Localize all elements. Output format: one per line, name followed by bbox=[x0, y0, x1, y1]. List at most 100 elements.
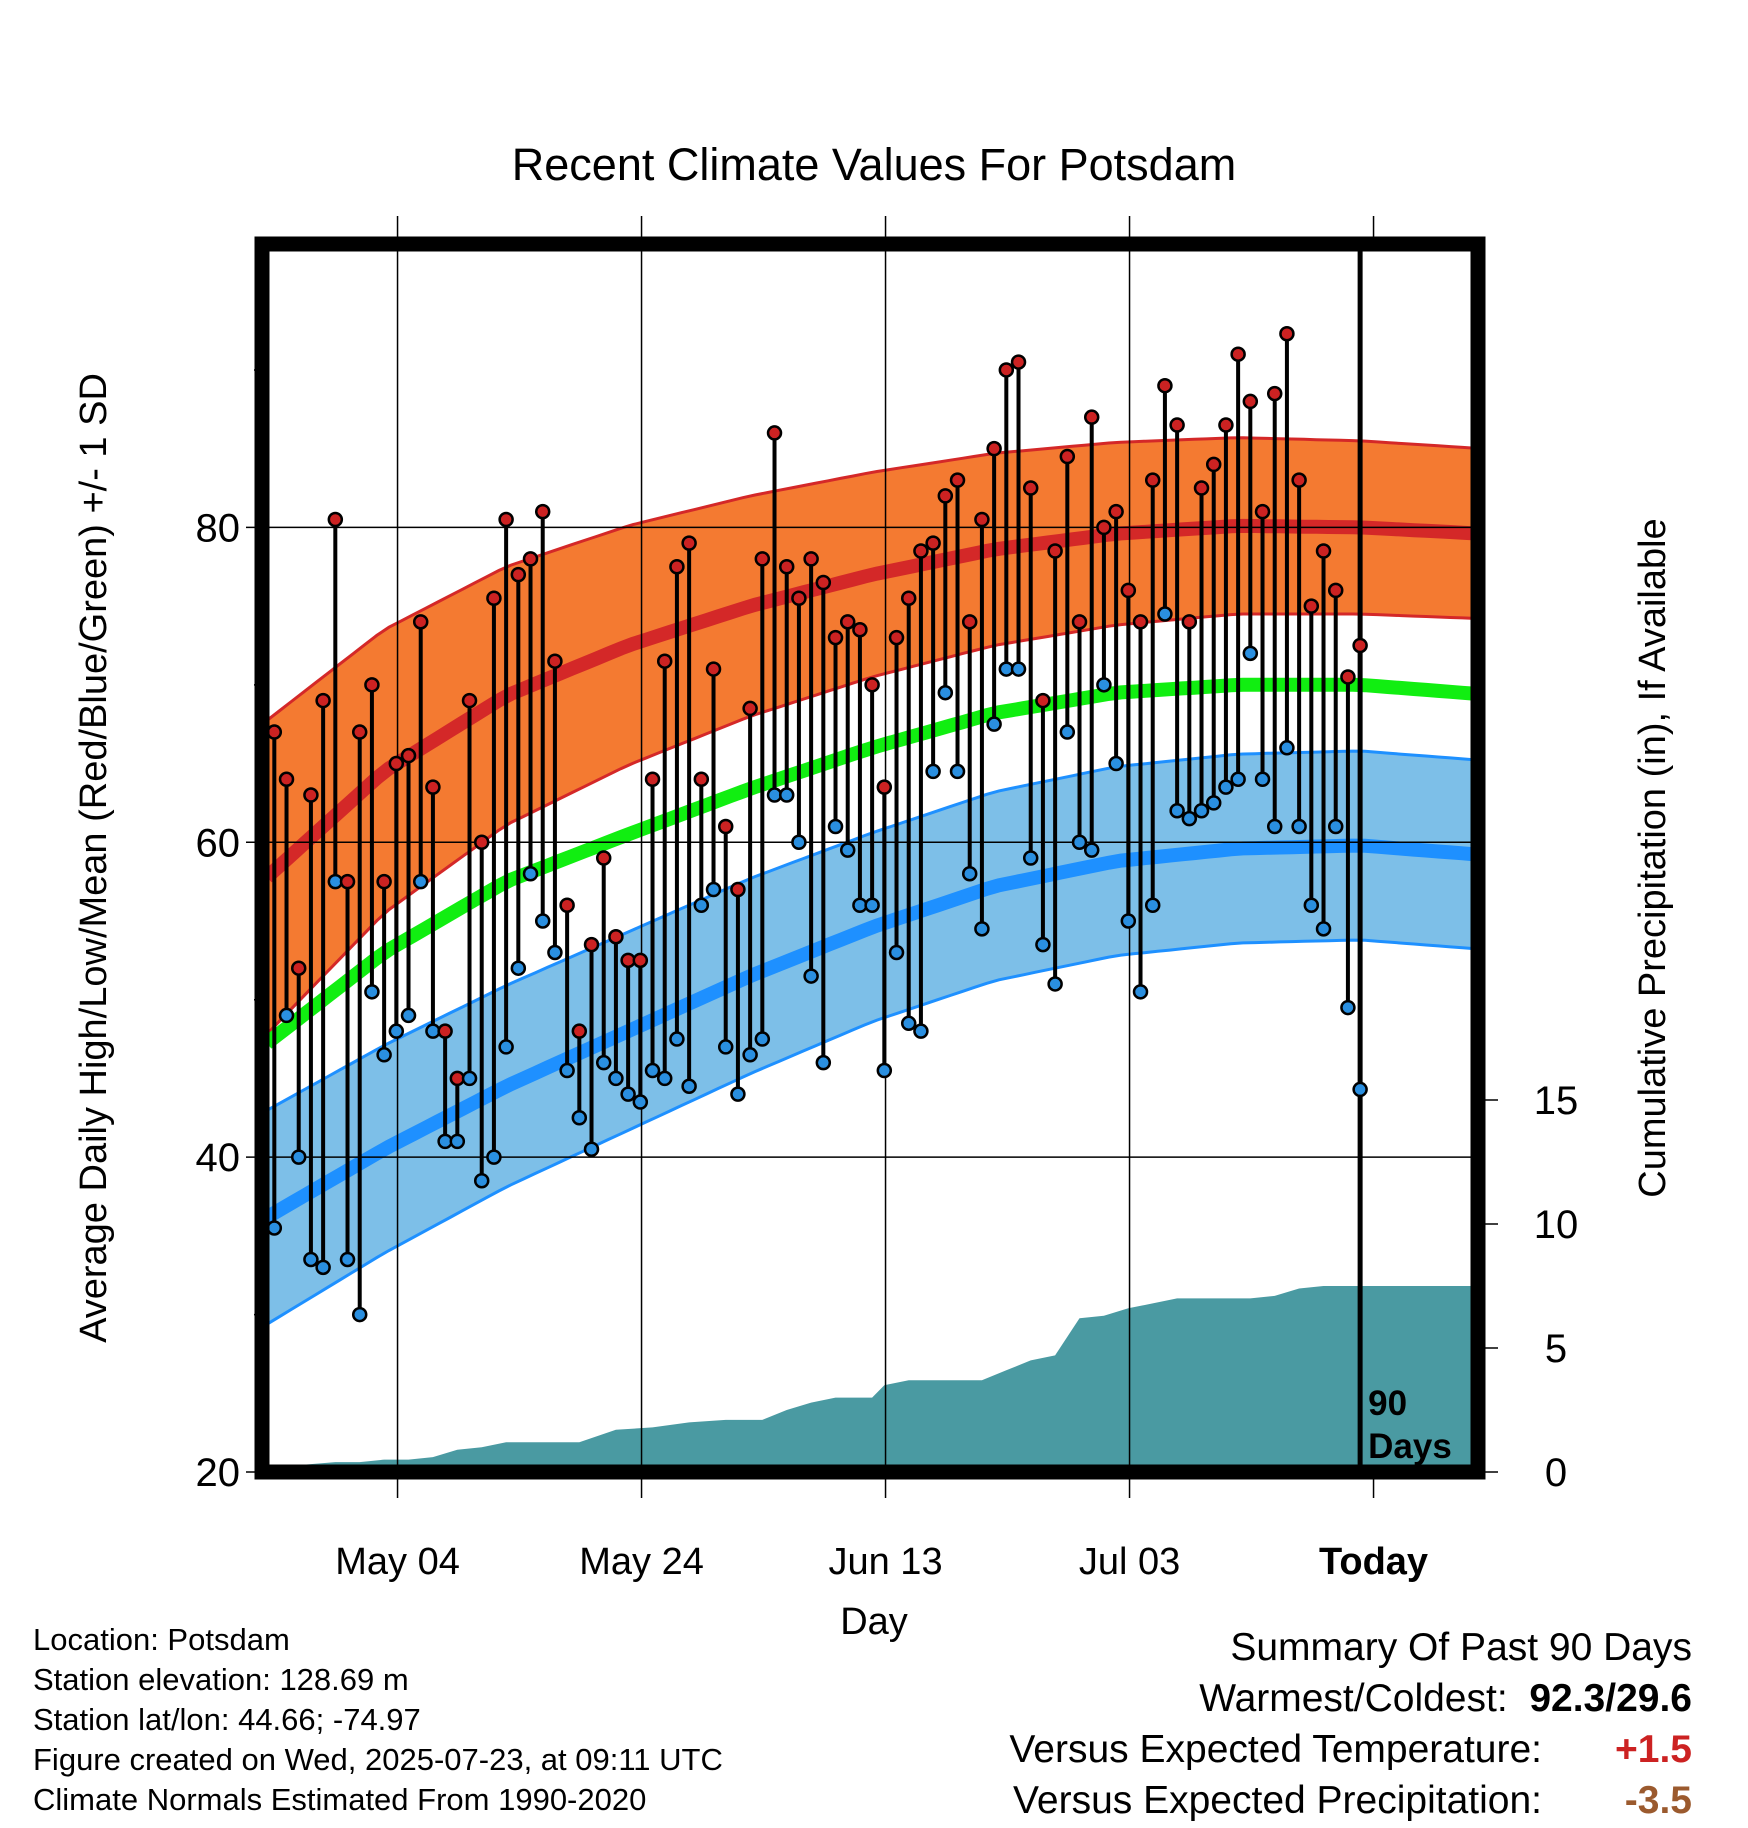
low-point-78 bbox=[1218, 779, 1234, 795]
low-point-62 bbox=[1022, 850, 1039, 866]
high-point-72 bbox=[1144, 472, 1161, 488]
high-point-6 bbox=[339, 873, 356, 890]
high-point-73 bbox=[1157, 377, 1173, 394]
low-point-80 bbox=[1242, 645, 1259, 662]
low-point-79 bbox=[1230, 771, 1246, 788]
high-point-31 bbox=[644, 771, 661, 788]
low-point-42 bbox=[778, 787, 795, 803]
low-point-36 bbox=[705, 881, 722, 898]
low-point-70 bbox=[1120, 913, 1137, 929]
high-point-19 bbox=[498, 511, 514, 528]
low-point-22 bbox=[534, 913, 551, 929]
high-point-89 bbox=[1352, 637, 1368, 654]
high-point-47 bbox=[839, 614, 856, 630]
high-point-48 bbox=[852, 621, 868, 638]
low-point-57 bbox=[961, 865, 978, 882]
y2-axis-label: Cumulative Precipitation (in), If Availa… bbox=[1632, 518, 1674, 1197]
low-point-17 bbox=[473, 1172, 490, 1189]
low-point-26 bbox=[583, 1141, 600, 1158]
temp-label: Versus Expected Temperature: bbox=[1009, 1728, 1542, 1771]
y2-tick-label-15: 15 bbox=[1534, 1079, 1579, 1123]
y-axis-label: Average Daily High/Low/Mean (Red/Blue/Gr… bbox=[73, 373, 115, 1343]
high-point-85 bbox=[1303, 598, 1320, 614]
plot-frame bbox=[254, 236, 1486, 1480]
y-tick-label-80: 80 bbox=[196, 506, 241, 550]
high-point-80 bbox=[1242, 393, 1259, 410]
low-point-64 bbox=[1047, 976, 1063, 992]
high-point-13 bbox=[425, 779, 441, 795]
high-point-12 bbox=[412, 614, 429, 630]
low-point-61 bbox=[1010, 661, 1027, 677]
precip-label: Versus Expected Precipitation: bbox=[1013, 1779, 1542, 1822]
high-point-63 bbox=[1035, 692, 1051, 709]
low-point-87 bbox=[1327, 818, 1344, 835]
x-tick-label-3: Jul 03 bbox=[1079, 1541, 1180, 1583]
high-point-79 bbox=[1230, 346, 1246, 362]
high-point-67 bbox=[1083, 409, 1100, 425]
high-point-34 bbox=[681, 535, 697, 551]
high-point-17 bbox=[473, 834, 490, 851]
high-point-81 bbox=[1254, 503, 1271, 520]
low-point-0 bbox=[266, 1220, 283, 1236]
high-point-86 bbox=[1315, 543, 1332, 559]
high-point-43 bbox=[791, 590, 807, 606]
low-point-7 bbox=[351, 1306, 368, 1323]
high-point-44 bbox=[803, 551, 819, 567]
high-point-56 bbox=[949, 472, 966, 488]
high-point-50 bbox=[876, 779, 893, 795]
high-point-46 bbox=[827, 629, 844, 646]
low-point-1 bbox=[278, 1007, 295, 1024]
low-point-88 bbox=[1340, 999, 1356, 1016]
high-point-61 bbox=[1010, 354, 1027, 370]
low-point-28 bbox=[608, 1070, 624, 1087]
created-text: Figure created on Wed, 2025-07-23, at 09… bbox=[33, 1742, 723, 1777]
location-text: Location: Potsdam bbox=[33, 1622, 290, 1657]
high-point-69 bbox=[1108, 503, 1124, 520]
low-point-44 bbox=[803, 968, 819, 984]
precip-area bbox=[280, 1286, 1472, 1472]
normals-text: Climate Normals Estimated From 1990-2020 bbox=[33, 1782, 647, 1817]
high-point-16 bbox=[461, 692, 478, 709]
low-point-39 bbox=[742, 1047, 758, 1063]
low-point-21 bbox=[522, 865, 539, 882]
high-point-9 bbox=[376, 873, 392, 890]
high-point-35 bbox=[693, 771, 710, 788]
high-point-71 bbox=[1132, 614, 1149, 630]
low-point-45 bbox=[815, 1054, 832, 1071]
low-point-20 bbox=[510, 960, 527, 976]
low-point-6 bbox=[339, 1251, 356, 1268]
low-point-76 bbox=[1193, 803, 1210, 819]
y2-tick-label-10: 10 bbox=[1534, 1203, 1579, 1247]
low-point-15 bbox=[449, 1133, 466, 1150]
high-point-52 bbox=[900, 590, 917, 606]
high-point-24 bbox=[559, 897, 575, 913]
low-point-56 bbox=[949, 763, 966, 780]
high-point-33 bbox=[669, 558, 685, 575]
high-point-3 bbox=[303, 787, 319, 803]
high-point-51 bbox=[888, 629, 905, 646]
high-point-22 bbox=[534, 503, 551, 520]
daily-range-stems bbox=[272, 333, 1363, 1315]
high-point-65 bbox=[1059, 448, 1076, 465]
low-point-34 bbox=[681, 1078, 697, 1095]
high-point-55 bbox=[937, 488, 954, 504]
low-point-27 bbox=[595, 1054, 612, 1071]
high-point-7 bbox=[351, 724, 368, 740]
high-point-8 bbox=[364, 677, 380, 693]
low-point-10 bbox=[388, 1023, 405, 1039]
y-tick-label-20: 20 bbox=[196, 1451, 241, 1495]
high-point-62 bbox=[1022, 480, 1039, 496]
low-point-85 bbox=[1303, 897, 1320, 913]
high-point-88 bbox=[1340, 669, 1356, 685]
today-90-days-label: 90 Days bbox=[1368, 1384, 1452, 1466]
latlon-text: Station lat/lon: 44.66; -74.97 bbox=[33, 1702, 421, 1737]
high-point-5 bbox=[327, 511, 344, 528]
low-point-35 bbox=[693, 897, 710, 913]
today-label-line-1: Days bbox=[1368, 1427, 1452, 1466]
low-point-40 bbox=[754, 1031, 771, 1047]
low-point-25 bbox=[571, 1110, 588, 1126]
low-point-4 bbox=[315, 1259, 331, 1276]
high-point-11 bbox=[400, 747, 417, 764]
low-point-59 bbox=[986, 716, 1002, 732]
